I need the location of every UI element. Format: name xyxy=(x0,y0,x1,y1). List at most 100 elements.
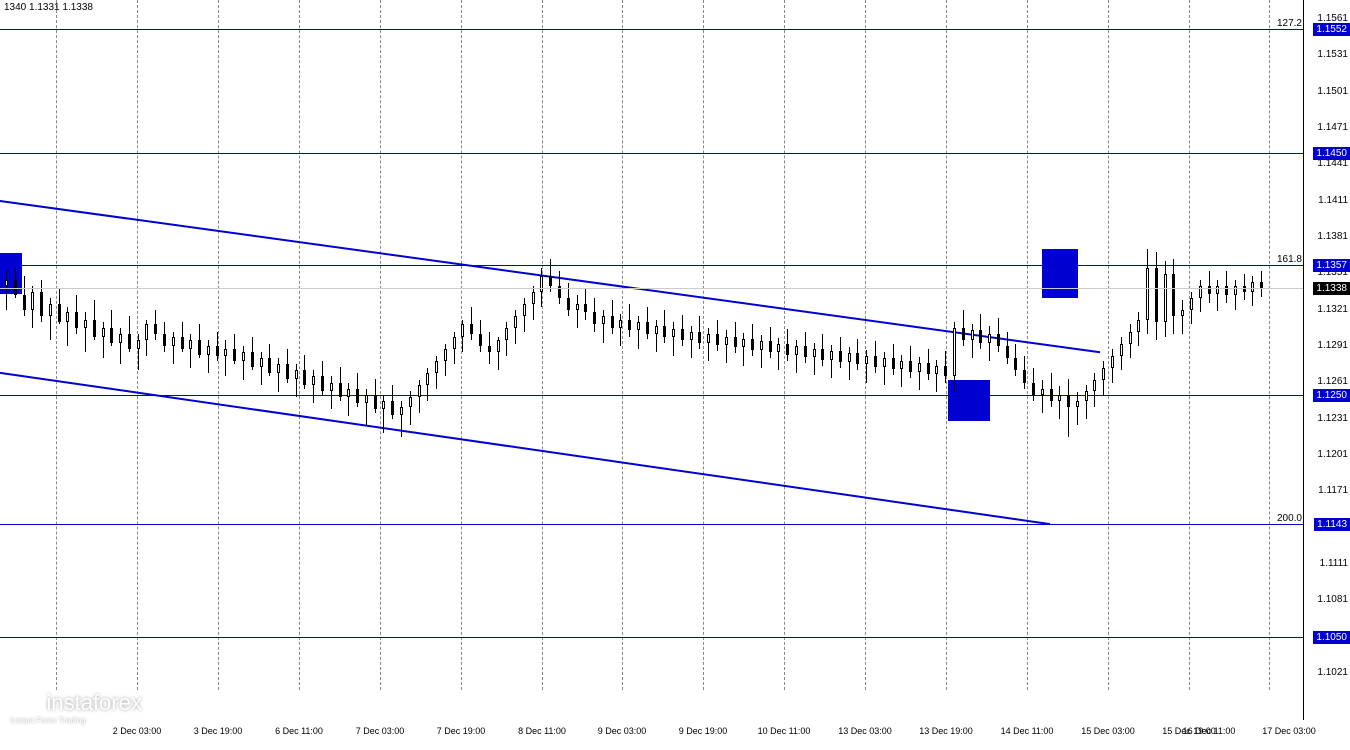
candle xyxy=(470,0,473,690)
candle xyxy=(233,0,236,690)
candle xyxy=(734,0,737,690)
watermark: instaforex Instant Forex Trading xyxy=(10,690,142,725)
y-tick: 1.1081 xyxy=(1317,594,1348,605)
candle xyxy=(953,0,956,690)
candle xyxy=(698,0,701,690)
candle xyxy=(154,0,157,690)
candle xyxy=(505,0,508,690)
candle xyxy=(172,0,175,690)
candle xyxy=(777,0,780,690)
candle xyxy=(971,0,974,690)
chart-container: 1340 1.1331 1.1338 1.15611.15311.15011.1… xyxy=(0,0,1350,750)
candle xyxy=(751,0,754,690)
candle xyxy=(725,0,728,690)
y-tick: 1.1171 xyxy=(1318,485,1348,496)
candle xyxy=(391,0,394,690)
y-tick: 1.1531 xyxy=(1317,49,1348,60)
candle xyxy=(1085,0,1088,690)
candle xyxy=(1181,0,1184,690)
candle xyxy=(874,0,877,690)
y-tick: 1.1501 xyxy=(1317,86,1348,97)
candle xyxy=(532,0,535,690)
y-tick: 1.1321 xyxy=(1317,304,1348,315)
candle xyxy=(418,0,421,690)
support-resistance-line xyxy=(0,524,1303,525)
price-label: 1.1357 xyxy=(1313,259,1350,272)
x-tick: 6 Dec 11:00 xyxy=(275,726,323,736)
y-tick: 1.1471 xyxy=(1317,122,1348,133)
candle xyxy=(540,0,543,690)
candle xyxy=(242,0,245,690)
y-tick: 1.1441 xyxy=(1317,158,1348,169)
y-tick: 1.1111 xyxy=(1320,558,1348,569)
y-axis: 1.15611.15311.15011.14711.14411.14111.13… xyxy=(1306,0,1350,720)
x-tick: 7 Dec 03:00 xyxy=(356,726,405,736)
candle xyxy=(260,0,263,690)
candle xyxy=(479,0,482,690)
candle xyxy=(1129,0,1132,690)
x-tick: 10 Dec 11:00 xyxy=(758,726,811,736)
x-gridline xyxy=(380,0,381,690)
candle xyxy=(760,0,763,690)
candle xyxy=(66,0,69,690)
candle xyxy=(707,0,710,690)
candle xyxy=(962,0,965,690)
candle xyxy=(5,0,8,690)
candle xyxy=(137,0,140,690)
price-label: 1.1143 xyxy=(1314,518,1350,531)
candle xyxy=(979,0,982,690)
y-tick: 1.1411 xyxy=(1318,195,1348,206)
candle xyxy=(58,0,61,690)
y-tick: 1.1021 xyxy=(1317,667,1348,678)
candle xyxy=(1076,0,1079,690)
candle xyxy=(1137,0,1140,690)
support-resistance-line xyxy=(0,153,1303,154)
x-gridline xyxy=(703,0,704,690)
plot-area[interactable] xyxy=(0,0,1304,720)
candle xyxy=(488,0,491,690)
candle xyxy=(356,0,359,690)
support-resistance-line xyxy=(0,395,1303,396)
x-tick: 7 Dec 19:00 xyxy=(437,726,486,736)
candle xyxy=(918,0,921,690)
candle xyxy=(927,0,930,690)
candle xyxy=(1172,0,1175,690)
candle xyxy=(268,0,271,690)
x-tick: 9 Dec 19:00 xyxy=(679,726,728,736)
candle xyxy=(514,0,517,690)
x-tick: 16 Dec 11:00 xyxy=(1183,726,1236,736)
candle xyxy=(1243,0,1246,690)
candle xyxy=(681,0,684,690)
candle xyxy=(303,0,306,690)
candle xyxy=(1067,0,1070,690)
candle xyxy=(163,0,166,690)
candle xyxy=(119,0,122,690)
candle xyxy=(224,0,227,690)
candle xyxy=(216,0,219,690)
candle xyxy=(1225,0,1228,690)
candle xyxy=(593,0,596,690)
price-label: 1.1250 xyxy=(1313,389,1350,402)
candle xyxy=(1190,0,1193,690)
support-resistance-line xyxy=(0,637,1303,638)
candle xyxy=(110,0,113,690)
candle xyxy=(23,0,26,690)
candle xyxy=(655,0,658,690)
current-price-line xyxy=(0,288,1303,289)
x-gridline xyxy=(1027,0,1028,690)
candle xyxy=(663,0,666,690)
candle xyxy=(804,0,807,690)
candle xyxy=(690,0,693,690)
x-gridline xyxy=(299,0,300,690)
candle xyxy=(1006,0,1009,690)
candle xyxy=(611,0,614,690)
candle xyxy=(49,0,52,690)
candle xyxy=(84,0,87,690)
candle xyxy=(786,0,789,690)
fib-label: 127.2 xyxy=(1277,18,1302,29)
x-tick: 8 Dec 11:00 xyxy=(518,726,566,736)
y-tick: 1.1261 xyxy=(1317,376,1348,387)
candle xyxy=(347,0,350,690)
x-gridline xyxy=(1108,0,1109,690)
candle xyxy=(1251,0,1254,690)
